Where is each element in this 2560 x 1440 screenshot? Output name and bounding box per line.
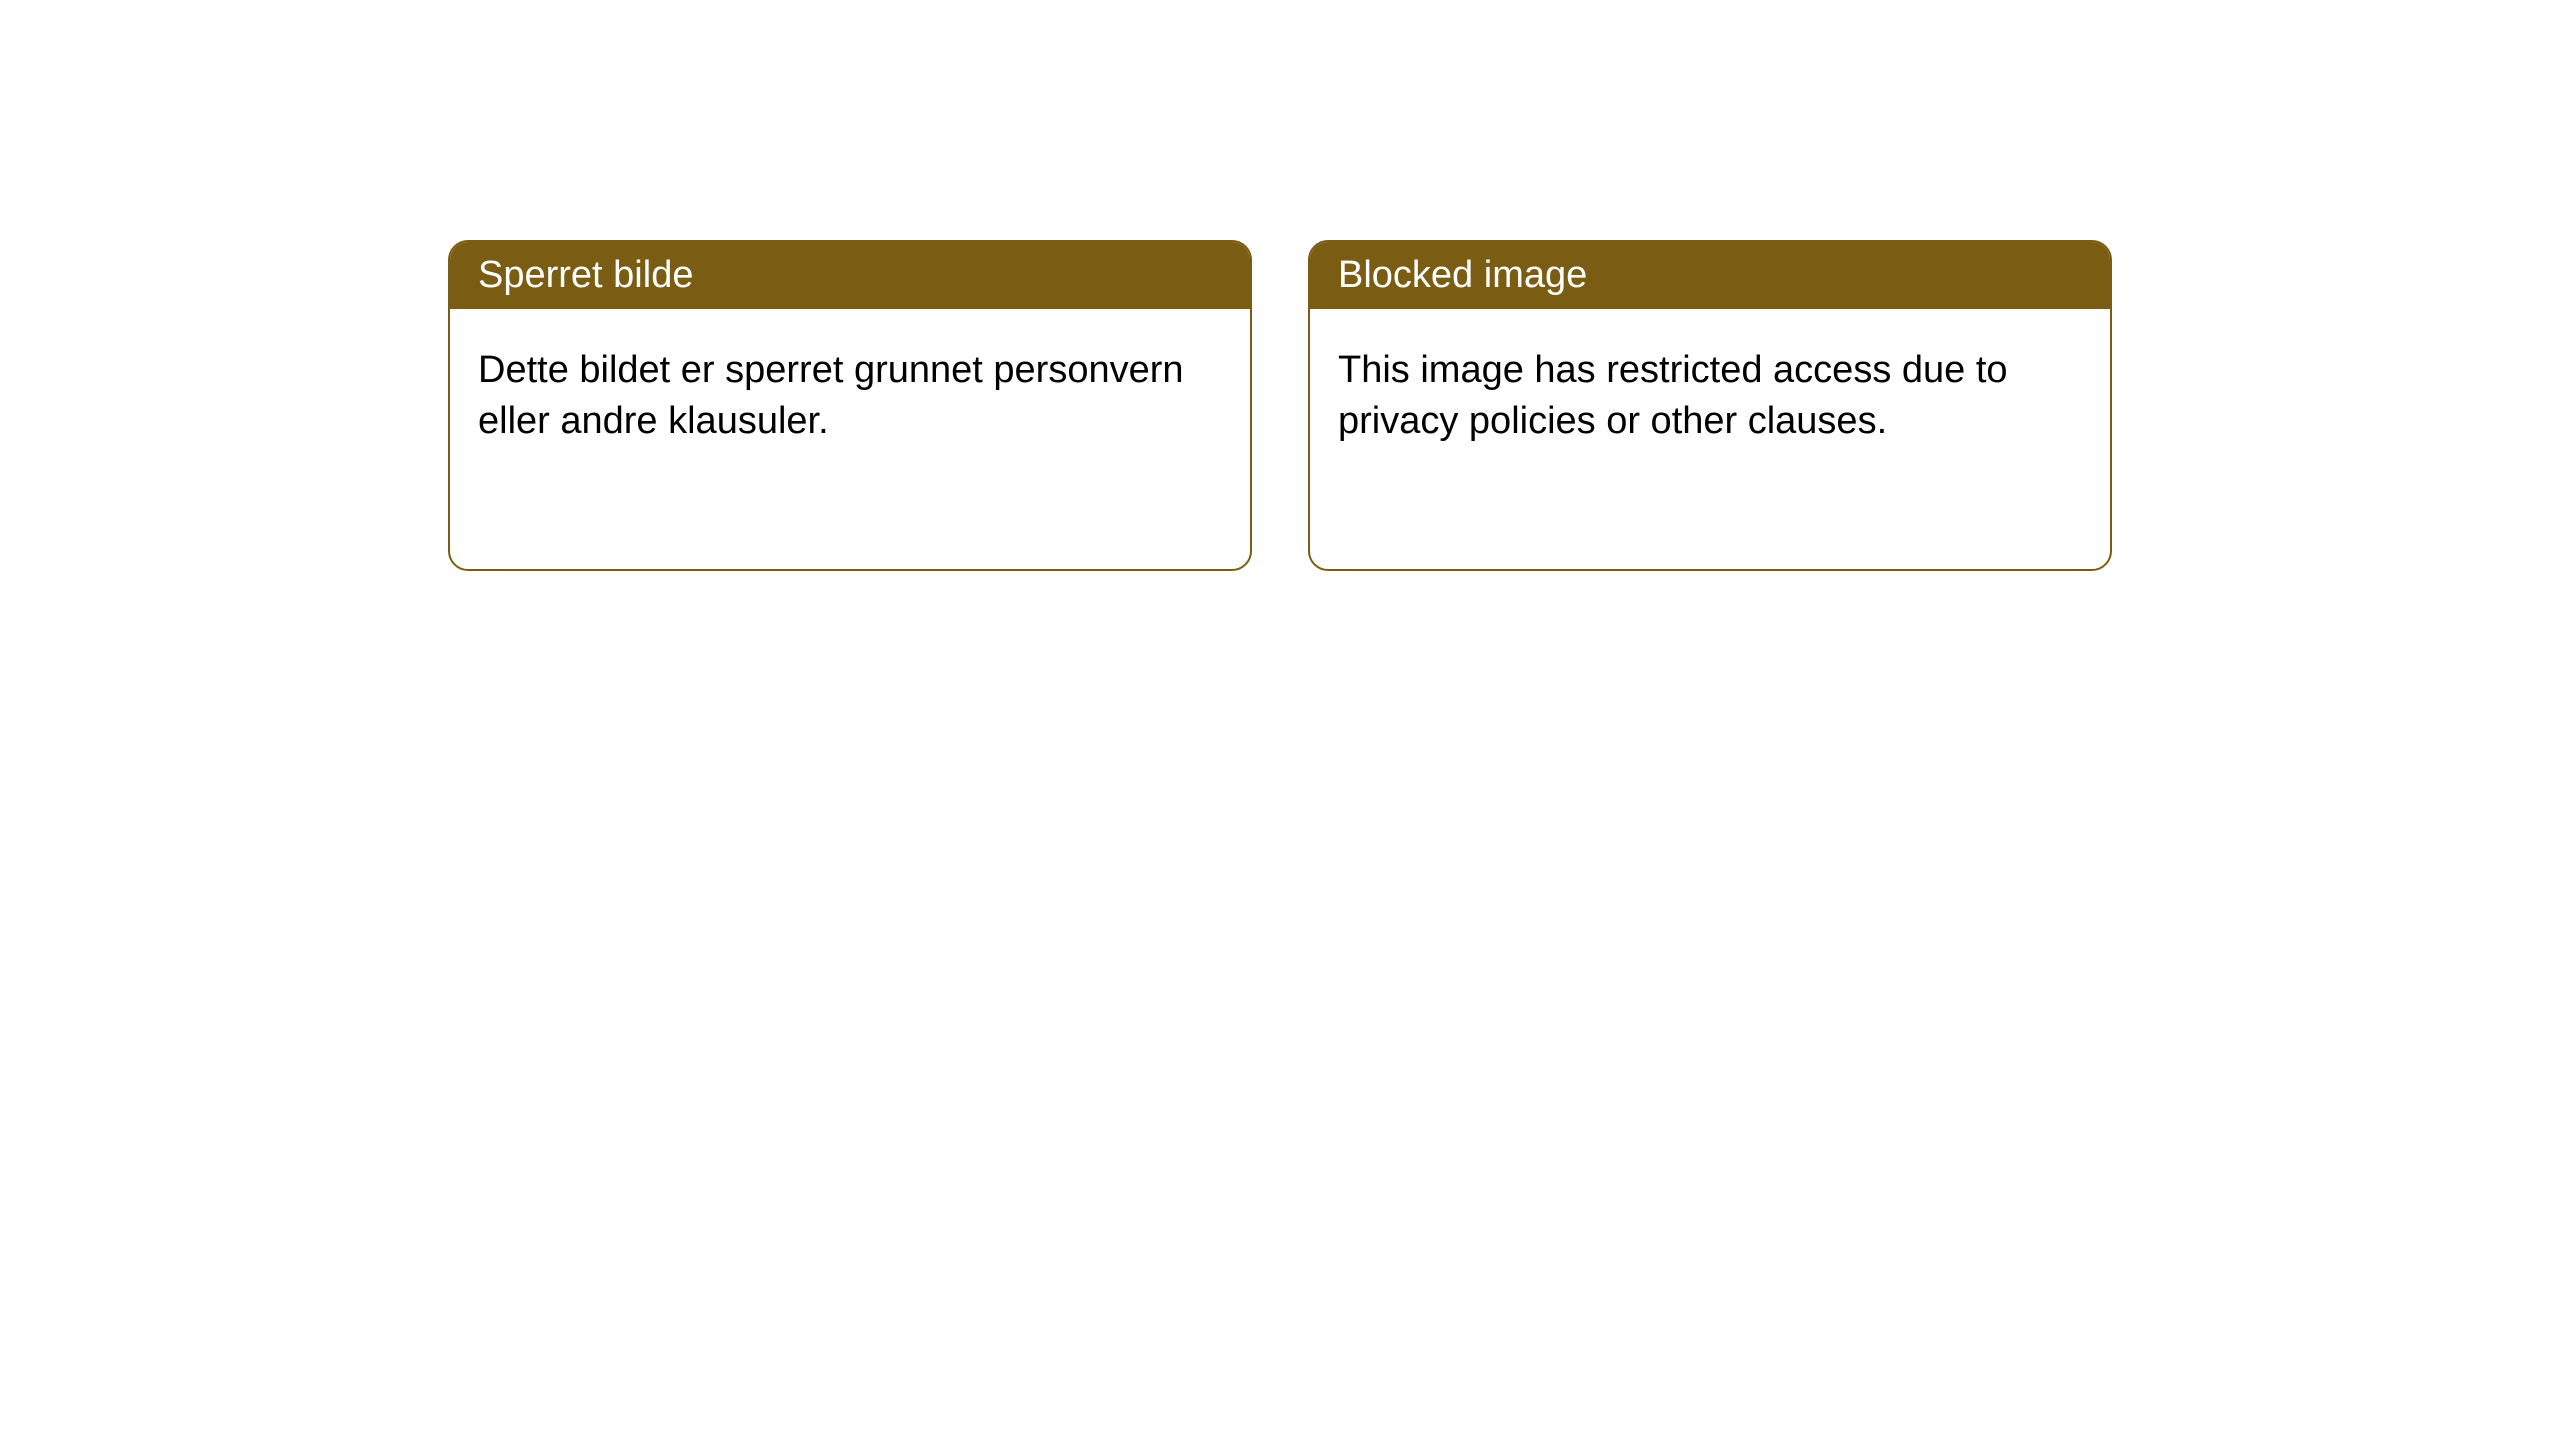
card-body: This image has restricted access due to …: [1310, 309, 2110, 569]
card-body-text: This image has restricted access due to …: [1338, 349, 2008, 442]
card-title: Sperret bilde: [478, 254, 693, 296]
card-title: Blocked image: [1338, 254, 1587, 296]
blocked-image-card-no: Sperret bilde Dette bildet er sperret gr…: [448, 240, 1252, 571]
notice-container: Sperret bilde Dette bildet er sperret gr…: [0, 0, 2560, 571]
card-body-text: Dette bildet er sperret grunnet personve…: [478, 349, 1184, 442]
card-header: Blocked image: [1310, 242, 2110, 309]
card-header: Sperret bilde: [450, 242, 1250, 309]
blocked-image-card-en: Blocked image This image has restricted …: [1308, 240, 2112, 571]
card-body: Dette bildet er sperret grunnet personve…: [450, 309, 1250, 569]
